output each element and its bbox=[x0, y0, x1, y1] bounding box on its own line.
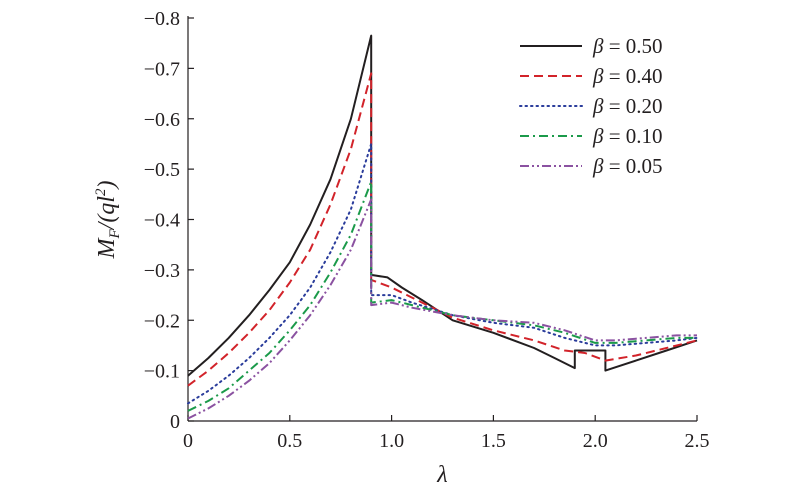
y-tick-label: −0.4 bbox=[144, 210, 180, 232]
series-group bbox=[187, 34, 698, 420]
x-tick-label: 0.5 bbox=[277, 430, 302, 452]
y-axis-title: MF/(ql2) bbox=[93, 180, 123, 259]
series-line-0 bbox=[187, 34, 698, 377]
axis-ticks: 0 0.5 1.0 1.5 2.0 2.5 0 −0.1 −0.2 −0.3 −0.4 −0.5 −0.… bbox=[144, 8, 710, 452]
y-tick-label: 0 bbox=[170, 411, 180, 433]
legend: β = 0.50 β = 0.40 β = 0.20 β = 0.10 β = 0.05 bbox=[519, 34, 663, 178]
x-tick-label: 2.0 bbox=[583, 430, 608, 452]
y-tick-label: −0.8 bbox=[144, 8, 180, 30]
legend-label: β = 0.10 bbox=[592, 124, 663, 148]
y-tick-label: −0.5 bbox=[144, 159, 180, 181]
series-line-2 bbox=[187, 142, 698, 405]
y-tick-label: −0.2 bbox=[144, 310, 180, 332]
x-tick-label: 1.0 bbox=[379, 430, 404, 452]
axes bbox=[187, 16, 697, 422]
series-line-1 bbox=[187, 72, 698, 387]
y-tick-label: −0.3 bbox=[144, 260, 180, 282]
legend-label: β = 0.05 bbox=[592, 154, 663, 178]
y-tick-label: −0.6 bbox=[144, 109, 180, 131]
x-axis-title: λ bbox=[436, 462, 447, 488]
legend-label: β = 0.20 bbox=[592, 94, 663, 118]
series-line-3 bbox=[187, 180, 697, 412]
y-axis-title-text: MF/(ql2) bbox=[93, 180, 123, 259]
x-tick-label: 0 bbox=[183, 430, 193, 452]
y-tick-label: −0.1 bbox=[144, 361, 180, 383]
x-tick-label: 1.5 bbox=[481, 430, 506, 452]
legend-label: β = 0.50 bbox=[592, 34, 663, 58]
series-line-4 bbox=[187, 198, 697, 420]
y-tick-label: −0.7 bbox=[144, 58, 180, 80]
x-tick-label: 2.5 bbox=[685, 430, 710, 452]
legend-label: β = 0.40 bbox=[592, 64, 663, 88]
